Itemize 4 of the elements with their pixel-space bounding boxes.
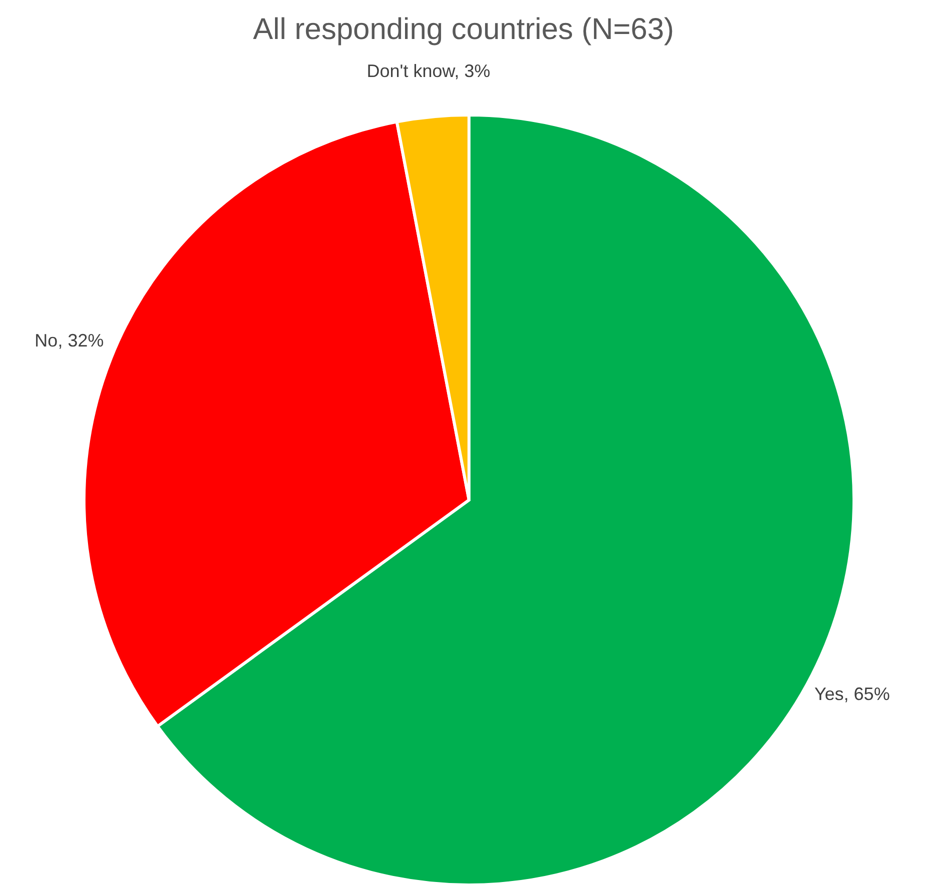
slice-label: Don't know, 3%	[366, 60, 490, 81]
chart-title: All responding countries (N=63)	[252, 13, 674, 46]
slice-label: No, 32%	[34, 330, 104, 351]
slice-label: Yes, 65%	[814, 684, 890, 704]
